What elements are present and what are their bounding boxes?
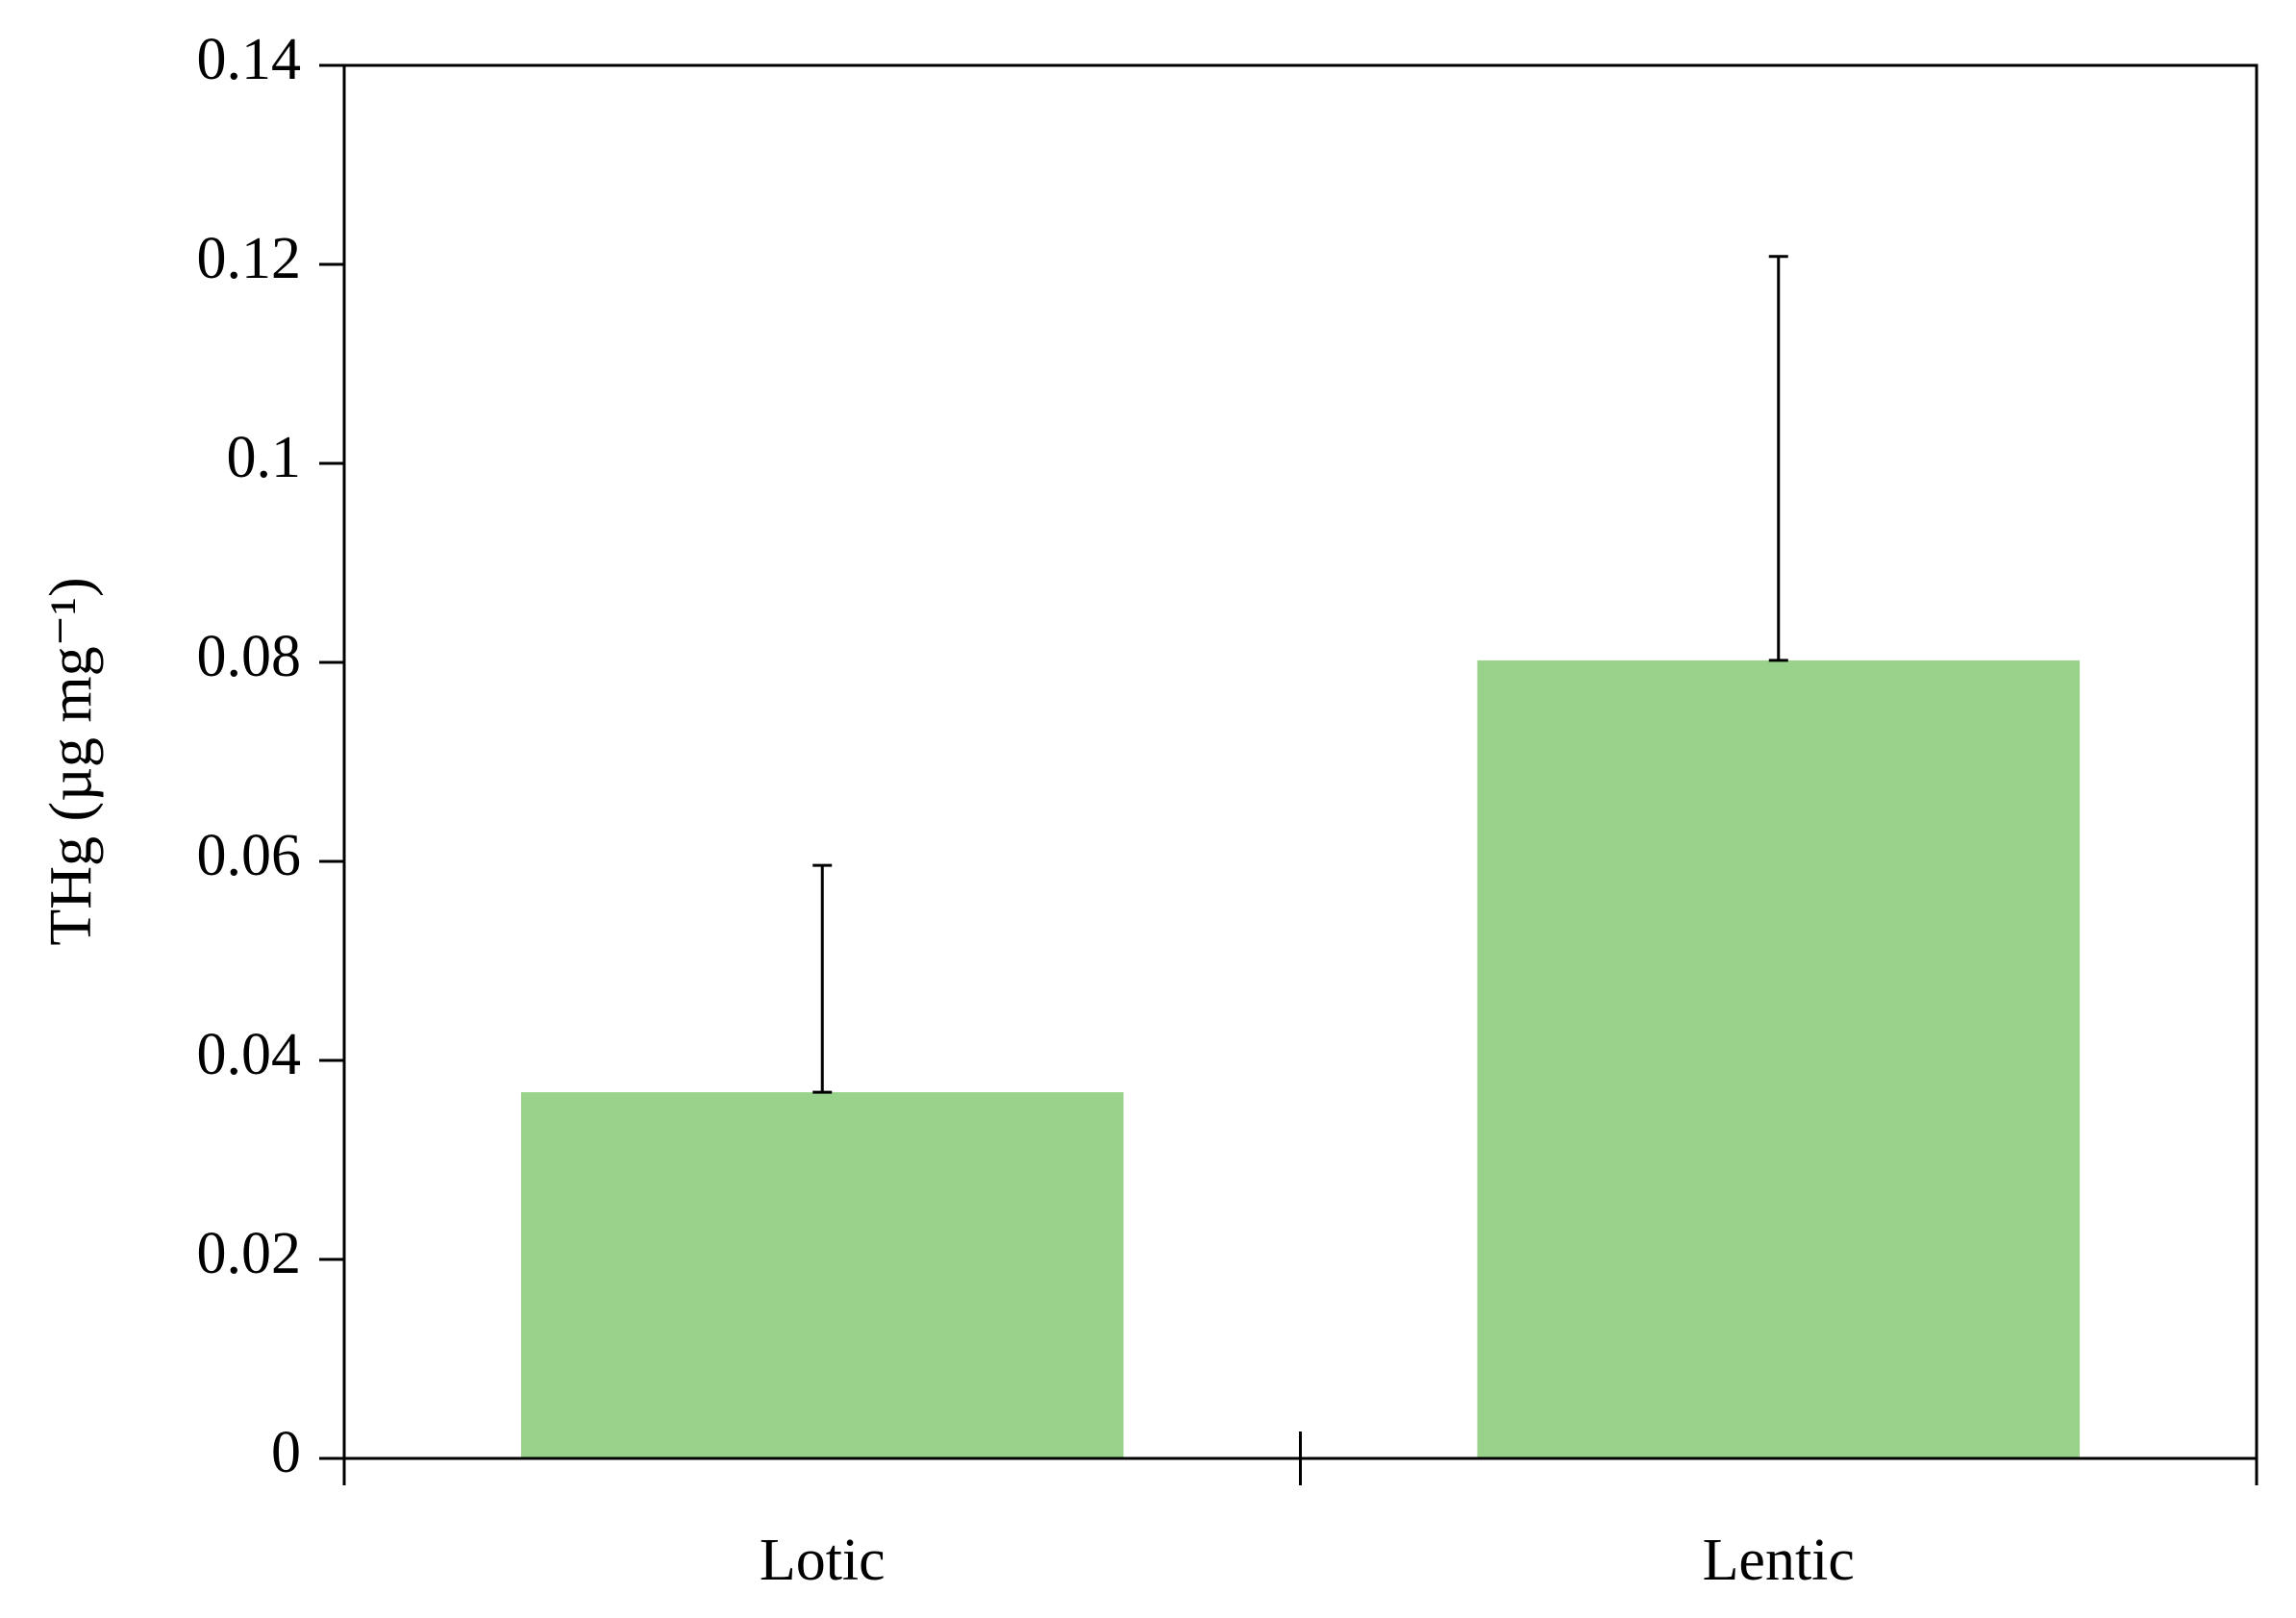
- y-tick-label: 0.1: [227, 425, 302, 490]
- bar: [1477, 660, 2081, 1458]
- y-tick-label: 0.14: [197, 27, 302, 92]
- x-tick-label: Lotic: [760, 1528, 886, 1593]
- y-tick-label: 0.04: [197, 1022, 302, 1087]
- y-tick-label: 0.02: [197, 1221, 302, 1286]
- y-axis-label: THg (µg mg⁻¹): [38, 577, 104, 945]
- x-tick-label: Lentic: [1703, 1528, 1855, 1593]
- bar: [520, 1092, 1124, 1458]
- y-tick-label: 0: [271, 1420, 301, 1485]
- y-tick-label: 0.08: [197, 624, 302, 689]
- y-tick-label: 0.12: [197, 226, 302, 291]
- y-tick-label: 0.06: [197, 823, 302, 888]
